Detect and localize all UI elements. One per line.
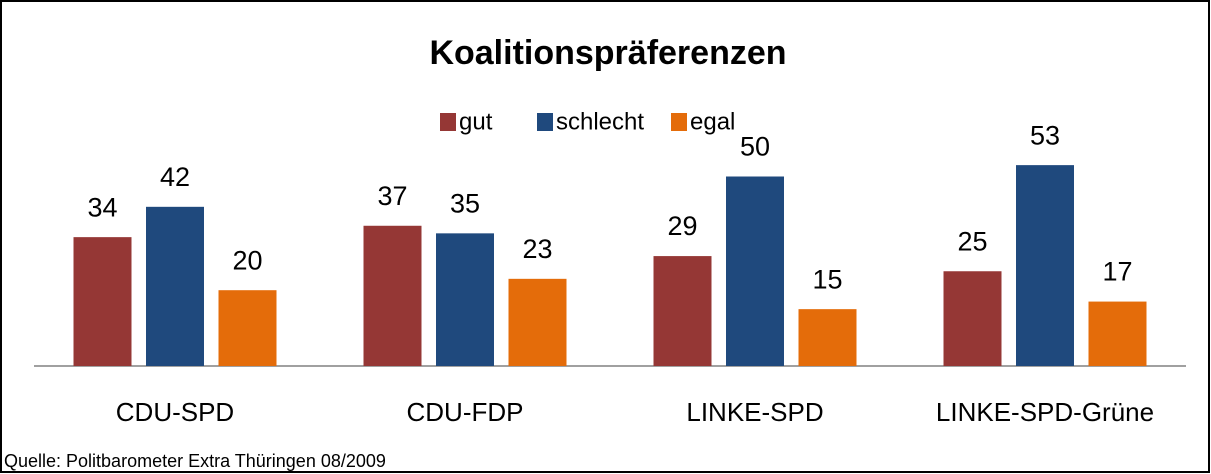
bar [218,290,277,366]
legend-swatch [671,113,687,131]
x-tick-label: LINKE-SPD-Grüne [936,397,1154,427]
bar [943,271,1002,366]
x-tick-label: LINKE-SPD [686,397,823,427]
data-label: 34 [87,192,117,222]
bar [726,176,784,366]
data-label: 17 [1102,257,1132,287]
source-note: Quelle: Politbarometer Extra Thüringen 0… [4,451,386,471]
data-label: 23 [522,234,552,264]
bar [436,233,494,366]
bar [508,278,567,366]
data-label: 15 [812,264,842,294]
data-label: 37 [377,181,407,211]
legend-swatch [440,113,456,131]
bar [363,225,422,366]
bar [1016,165,1074,366]
x-tick-label: CDU-FDP [407,397,524,427]
bar [146,206,204,366]
data-label: 53 [1030,120,1060,150]
bar [798,309,857,366]
data-label: 29 [667,211,697,241]
chart-title: Koalitionspräferenzen [429,34,786,72]
legend-label: gut [459,108,493,135]
legend-label: schlecht [556,108,644,135]
data-label: 42 [160,162,190,192]
data-label: 50 [740,132,770,162]
bar [73,237,132,366]
x-tick-label: CDU-SPD [116,397,234,427]
data-label: 20 [232,245,262,275]
legend-label: egal [690,108,735,135]
data-label: 25 [957,226,987,256]
bar [653,256,712,366]
bar [1088,301,1147,366]
legend-swatch [537,113,553,131]
data-label: 35 [450,188,480,218]
